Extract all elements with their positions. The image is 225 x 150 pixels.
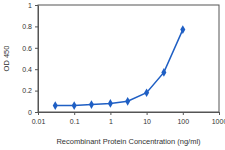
x-tick: 0.1 — [70, 112, 80, 125]
y-tick: 0.2 — [22, 87, 38, 94]
x-tick-label: 10 — [143, 118, 151, 125]
x-tick-mark — [183, 112, 184, 115]
y-tick-label: 0.8 — [22, 23, 32, 30]
series — [53, 25, 186, 110]
y-tick: 0.6 — [22, 45, 38, 52]
marker — [53, 101, 58, 110]
y-tick: 0.8 — [22, 23, 38, 30]
y-tick-mark — [35, 48, 38, 49]
marker — [161, 68, 166, 77]
y-tick-mark — [35, 91, 38, 92]
x-tick: 1 — [109, 112, 113, 125]
y-tick-label: 0.4 — [22, 66, 32, 73]
marker — [108, 99, 113, 108]
marker — [72, 101, 77, 110]
marker — [89, 100, 94, 109]
x-tick-label: 1 — [109, 118, 113, 125]
y-tick: 0.4 — [22, 66, 38, 73]
y-axis-title: OD 450 — [2, 46, 11, 72]
x-tick-mark — [74, 112, 75, 115]
x-axis-title: Recombinant Protein Concentration (ng/ml… — [56, 137, 201, 146]
y-tick-label: 0.6 — [22, 45, 32, 52]
x-tick-label: 0.1 — [70, 118, 80, 125]
y-tick-mark — [35, 69, 38, 70]
y-tick-label: 0 — [28, 109, 32, 116]
x-tick-mark — [110, 112, 111, 115]
y-tick-label: 1 — [28, 2, 32, 9]
line — [55, 30, 183, 106]
x-axis-line — [39, 112, 220, 113]
x-tick-mark — [147, 112, 148, 115]
y-axis-line — [38, 6, 39, 113]
x-tick: 1000 — [212, 112, 225, 125]
y-tick-mark — [35, 5, 38, 6]
x-tick-label: 1000 — [212, 118, 225, 125]
x-tick: 0.01 — [32, 112, 46, 125]
marker — [144, 88, 149, 97]
plot-frame — [38, 5, 219, 112]
marker — [125, 97, 130, 106]
y-tick-mark — [35, 26, 38, 27]
x-tick: 100 — [177, 112, 189, 125]
y-axis: 0 0.2 0.4 0.6 0.8 1 — [22, 2, 38, 116]
x-tick: 10 — [143, 112, 151, 125]
chart: 0.01 0.1 1 10 100 1000 0 0.2 0.4 0.6 0.8 1 Recombina… — [0, 0, 225, 150]
y-tick-label: 0.2 — [22, 87, 32, 94]
plot: 0.01 0.1 1 10 100 1000 0 0.2 0.4 0.6 0.8 1 — [22, 2, 225, 126]
x-tick-mark — [219, 112, 220, 115]
x-tick-label: 100 — [177, 118, 189, 125]
y-tick: 0 — [28, 109, 38, 116]
x-tick-label: 0.01 — [32, 118, 46, 125]
y-tick-mark — [35, 112, 38, 113]
y-tick: 1 — [28, 2, 38, 9]
marker — [180, 25, 185, 34]
x-axis: 0.01 0.1 1 10 100 1000 — [32, 112, 225, 125]
